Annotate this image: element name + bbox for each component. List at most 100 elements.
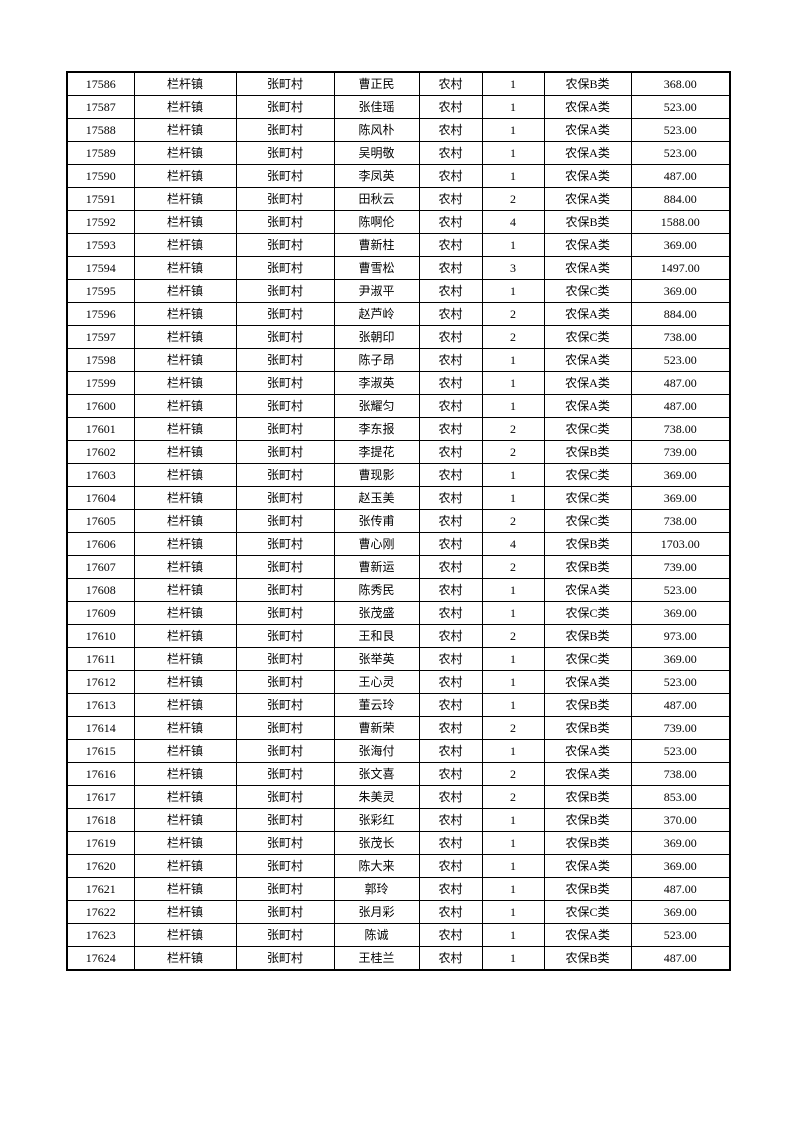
cell-name: 李提花	[333, 440, 420, 464]
cell-name: 张茂长	[333, 831, 420, 855]
cell-name: 陈啊伦	[333, 210, 420, 234]
cell-village: 张町村	[235, 279, 335, 303]
cell-person_count: 3	[481, 256, 545, 280]
cell-residence_type: 农村	[418, 187, 483, 211]
cell-residence_type: 农村	[418, 394, 483, 418]
table-row: 17609 栏杆镇 张町村 张茂盛 农村 1 农保C类 369.00	[66, 601, 731, 625]
cell-name: 郭玲	[333, 877, 420, 901]
cell-person_count: 1	[481, 877, 545, 901]
cell-name: 曹新柱	[333, 233, 420, 257]
cell-serial_number: 17608	[66, 578, 135, 602]
cell-serial_number: 17615	[66, 739, 135, 763]
cell-insurance_category: 农保C类	[543, 463, 632, 487]
cell-town: 栏杆镇	[133, 555, 237, 579]
insurance-table-body: 17586 栏杆镇 张町村 曹正民 农村 1 农保B类 368.00 17587 栏杆镇 张町村 张佳…	[66, 71, 731, 971]
cell-serial_number: 17610	[66, 624, 135, 648]
cell-town: 栏杆镇	[133, 923, 237, 947]
cell-village: 张町村	[235, 371, 335, 395]
cell-amount: 487.00	[630, 946, 731, 971]
cell-residence_type: 农村	[418, 739, 483, 763]
table-row: 17593 栏杆镇 张町村 曹新柱 农村 1 农保A类 369.00	[66, 233, 731, 257]
cell-amount: 523.00	[630, 578, 731, 602]
cell-name: 李淑英	[333, 371, 420, 395]
cell-town: 栏杆镇	[133, 647, 237, 671]
cell-person_count: 2	[481, 509, 545, 533]
cell-serial_number: 17619	[66, 831, 135, 855]
cell-insurance_category: 农保A类	[543, 371, 632, 395]
cell-residence_type: 农村	[418, 164, 483, 188]
cell-person_count: 2	[481, 762, 545, 786]
cell-person_count: 2	[481, 555, 545, 579]
table-row: 17610 栏杆镇 张町村 王和艮 农村 2 农保B类 973.00	[66, 624, 731, 648]
cell-town: 栏杆镇	[133, 716, 237, 740]
cell-village: 张町村	[235, 739, 335, 763]
cell-village: 张町村	[235, 578, 335, 602]
cell-town: 栏杆镇	[133, 739, 237, 763]
cell-name: 田秋云	[333, 187, 420, 211]
cell-person_count: 2	[481, 325, 545, 349]
cell-residence_type: 农村	[418, 555, 483, 579]
cell-insurance_category: 农保A类	[543, 394, 632, 418]
cell-amount: 369.00	[630, 486, 731, 510]
table-row: 17591 栏杆镇 张町村 田秋云 农村 2 农保A类 884.00	[66, 187, 731, 211]
cell-town: 栏杆镇	[133, 118, 237, 142]
cell-amount: 487.00	[630, 394, 731, 418]
cell-village: 张町村	[235, 808, 335, 832]
cell-serial_number: 17598	[66, 348, 135, 372]
cell-residence_type: 农村	[418, 279, 483, 303]
cell-serial_number: 17609	[66, 601, 135, 625]
cell-serial_number: 17611	[66, 647, 135, 671]
cell-person_count: 1	[481, 923, 545, 947]
cell-person_count: 1	[481, 831, 545, 855]
cell-village: 张町村	[235, 256, 335, 280]
cell-insurance_category: 农保A类	[543, 95, 632, 119]
cell-serial_number: 17603	[66, 463, 135, 487]
table-row: 17616 栏杆镇 张町村 张文喜 农村 2 农保A类 738.00	[66, 762, 731, 786]
cell-amount: 487.00	[630, 164, 731, 188]
cell-village: 张町村	[235, 670, 335, 694]
cell-name: 曹新运	[333, 555, 420, 579]
cell-village: 张町村	[235, 923, 335, 947]
cell-residence_type: 农村	[418, 486, 483, 510]
cell-name: 陈风朴	[333, 118, 420, 142]
cell-name: 李凤英	[333, 164, 420, 188]
cell-residence_type: 农村	[418, 302, 483, 326]
cell-residence_type: 农村	[418, 785, 483, 809]
cell-name: 曹心刚	[333, 532, 420, 556]
cell-person_count: 1	[481, 95, 545, 119]
cell-amount: 523.00	[630, 670, 731, 694]
cell-name: 张海付	[333, 739, 420, 763]
cell-town: 栏杆镇	[133, 601, 237, 625]
cell-residence_type: 农村	[418, 532, 483, 556]
cell-amount: 487.00	[630, 693, 731, 717]
cell-serial_number: 17612	[66, 670, 135, 694]
cell-residence_type: 农村	[418, 808, 483, 832]
cell-amount: 369.00	[630, 831, 731, 855]
cell-residence_type: 农村	[418, 233, 483, 257]
cell-insurance_category: 农保B类	[543, 693, 632, 717]
cell-person_count: 1	[481, 647, 545, 671]
cell-amount: 370.00	[630, 808, 731, 832]
cell-town: 栏杆镇	[133, 348, 237, 372]
cell-village: 张町村	[235, 141, 335, 165]
cell-name: 张朝印	[333, 325, 420, 349]
cell-residence_type: 农村	[418, 95, 483, 119]
cell-amount: 853.00	[630, 785, 731, 809]
cell-amount: 523.00	[630, 95, 731, 119]
cell-person_count: 4	[481, 532, 545, 556]
cell-serial_number: 17590	[66, 164, 135, 188]
cell-name: 李东报	[333, 417, 420, 441]
cell-person_count: 1	[481, 854, 545, 878]
cell-name: 王桂兰	[333, 946, 420, 971]
cell-residence_type: 农村	[418, 256, 483, 280]
cell-village: 张町村	[235, 716, 335, 740]
cell-insurance_category: 农保B类	[543, 440, 632, 464]
table-row: 17620 栏杆镇 张町村 陈大来 农村 1 农保A类 369.00	[66, 854, 731, 878]
cell-serial_number: 17605	[66, 509, 135, 533]
cell-serial_number: 17587	[66, 95, 135, 119]
cell-insurance_category: 农保B类	[543, 808, 632, 832]
cell-town: 栏杆镇	[133, 532, 237, 556]
cell-person_count: 1	[481, 946, 545, 971]
cell-name: 张举英	[333, 647, 420, 671]
cell-village: 张町村	[235, 624, 335, 648]
